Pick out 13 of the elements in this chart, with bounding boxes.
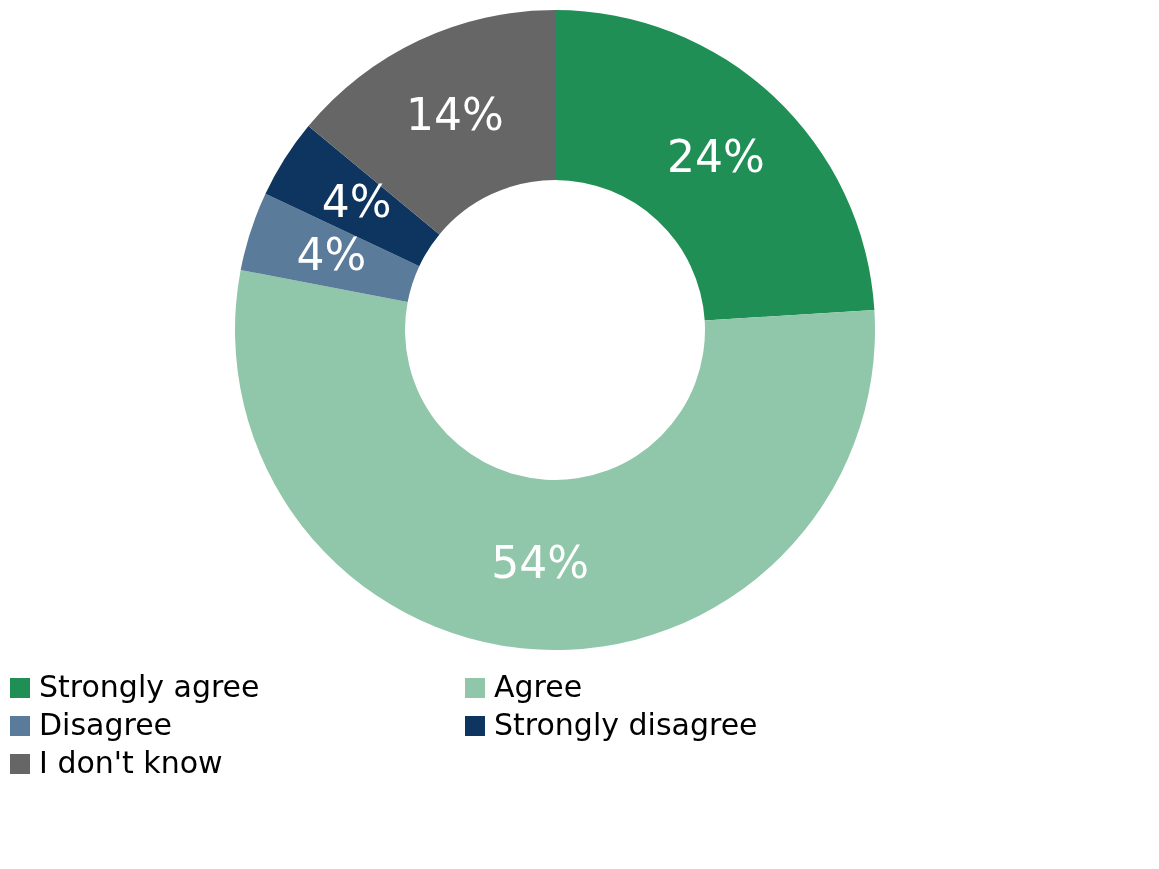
data-label: 4%: [321, 176, 392, 228]
data-label: 14%: [406, 89, 504, 141]
data-label: 24%: [666, 130, 765, 182]
legend-label: I don't know: [39, 745, 223, 780]
legend-label: Strongly disagree: [494, 707, 758, 742]
data-label: 54%: [491, 536, 590, 588]
legend-label: Agree: [494, 669, 583, 704]
donut-slice: [555, 10, 875, 321]
donut-slice: [235, 270, 875, 650]
legend-label: Disagree: [39, 707, 173, 742]
legend-label: Strongly agree: [39, 669, 260, 704]
donut-slice: [308, 10, 555, 235]
data-label: 4%: [296, 229, 367, 281]
